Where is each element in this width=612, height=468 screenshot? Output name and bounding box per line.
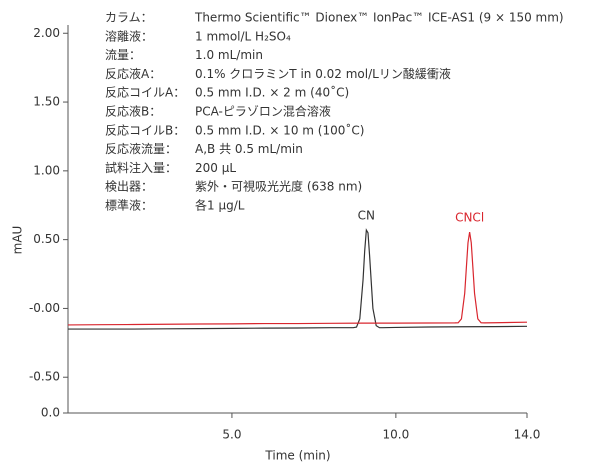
y-tick-label: -0.50 (29, 370, 60, 384)
annotation-label: 反応液流量： (105, 141, 177, 156)
x-tick-label: 14.0 (514, 428, 541, 442)
y-tick-label: -0.00 (29, 301, 60, 315)
x-tick-label: 5.0 (222, 428, 241, 442)
x-tick-label: 10.0 (382, 428, 409, 442)
annotation-value: 紫外・可視吸光光度 (638 nm) (195, 179, 362, 194)
annotation-label: 反応液B： (105, 104, 161, 119)
annotation-value: 200 µL (195, 161, 236, 175)
annotation-label: 試料注入量： (105, 160, 177, 175)
annotation-value: 各1 µg/L (195, 198, 245, 213)
peak-label: CNCl (455, 211, 484, 225)
annotation-value: Thermo Scientific™ Dionex™ IonPac™ ICE-A… (194, 11, 564, 25)
x-axis-label: Time (min) (264, 449, 330, 463)
y-tick-label: 1.00 (33, 163, 60, 177)
y-tick-label: 0.0 (41, 406, 60, 420)
annotation-label: 反応コイルB： (105, 123, 185, 137)
annotation-value: 0.5 mm I.D. × 10 m (100˚C) (195, 122, 364, 137)
annotation-value: 0.1% クロラミンT in 0.02 mol/Lリン酸緩衝液 (195, 66, 451, 81)
annotation-label: 標準液： (105, 198, 153, 213)
annotation-value: 0.5 mm I.D. × 2 m (40˚C) (195, 85, 349, 100)
annotation-label: 検出器： (105, 180, 153, 194)
y-axis-label: mAU (11, 226, 25, 255)
y-tick-label: 0.50 (33, 232, 60, 246)
annotation-label: 流量： (105, 48, 141, 62)
annotation-value: A,B 共 0.5 mL/min (195, 142, 303, 156)
series-line (68, 228, 528, 330)
series-line (67, 231, 528, 326)
annotation-value: PCA-ピラゾロン混合溶液 (195, 104, 331, 119)
annotation-value: 1.0 mL/min (195, 48, 263, 62)
y-tick-label: 2.00 (33, 26, 60, 40)
annotation-value: 1 mmol/L H₂SO₄ (195, 29, 291, 43)
annotation-label: 反応コイルA： (105, 86, 185, 100)
peak-label: CN (358, 209, 375, 223)
annotation-label: 溶離液： (105, 28, 153, 43)
annotation-label: 反応液A： (105, 66, 161, 81)
y-tick-label: 1.50 (33, 95, 60, 109)
annotation-label: カラム： (105, 11, 153, 25)
